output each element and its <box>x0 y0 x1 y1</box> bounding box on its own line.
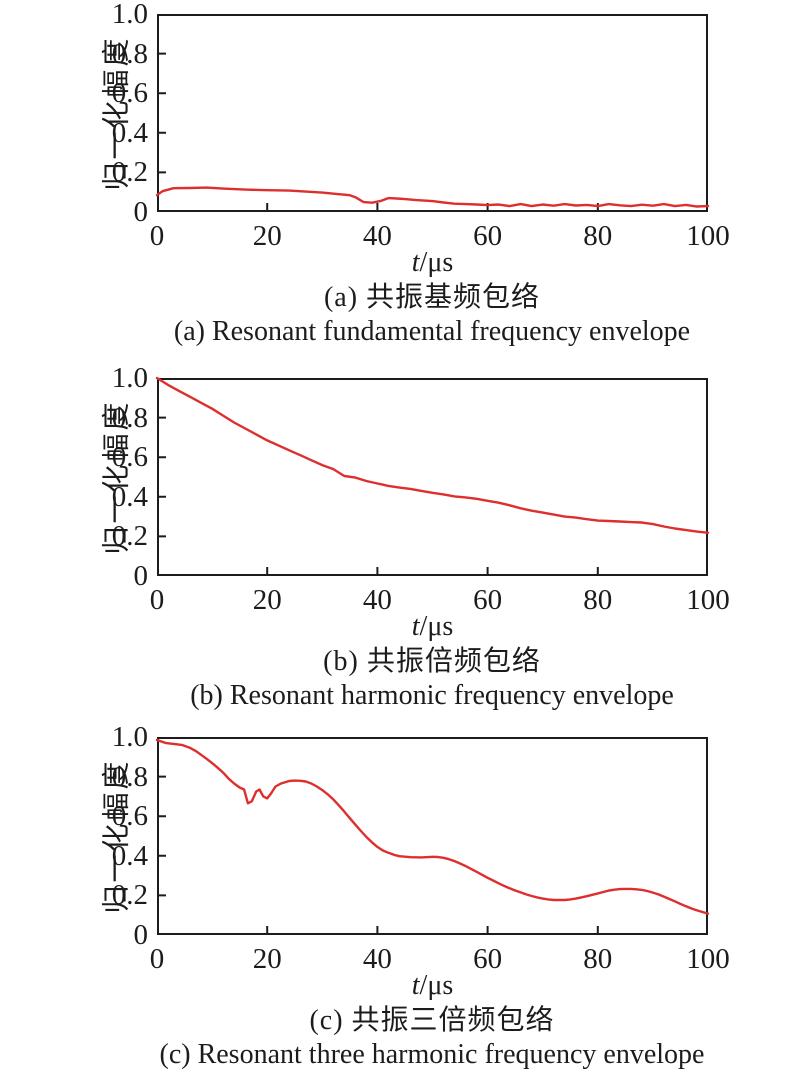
plot-area <box>155 376 710 576</box>
x-tick-label: 100 <box>686 220 730 252</box>
y-tick-label: 1.0 <box>111 362 148 394</box>
x-tick-label: 80 <box>583 584 613 616</box>
caption-english: (b) Resonant harmonic frequency envelope <box>190 680 674 711</box>
x-axis-label: t/μs <box>157 969 708 1003</box>
x-tick-label: 20 <box>252 943 282 975</box>
curve-svg <box>155 376 710 576</box>
y-tick-label: 0 <box>133 196 149 228</box>
y-tick-label: 0.4 <box>111 839 148 872</box>
y-tick-label: 0.2 <box>111 520 148 553</box>
x-axis-label: t/μs <box>157 610 708 644</box>
x-tick-label: 0 <box>149 584 165 616</box>
x-axis-label-variable: t <box>411 247 420 278</box>
envelope-curve <box>155 186 710 208</box>
axes-frame <box>157 378 708 576</box>
y-tick-label: 0.6 <box>111 441 148 474</box>
y-tick-label: 0.8 <box>111 760 148 793</box>
x-axis-label-variable: t <box>411 970 420 1001</box>
x-tick-label: 100 <box>686 943 730 975</box>
y-tick-label: 0 <box>133 560 149 592</box>
x-axis-label-variable: t <box>411 611 420 642</box>
y-tick-label: 0.2 <box>111 879 148 912</box>
caption-chinese: (c) 共振三倍频包络 <box>309 1005 555 1036</box>
caption-english: (a) Resonant fundamental frequency envel… <box>173 316 691 347</box>
y-tick-label: 0.6 <box>111 77 148 110</box>
y-tick-label: 1.0 <box>111 721 148 753</box>
x-tick-label: 80 <box>583 943 613 975</box>
x-axis-label: t/μs <box>157 246 708 280</box>
axis-tick-marks <box>157 775 599 935</box>
caption-english: (c) Resonant three harmonic frequency en… <box>159 1039 705 1070</box>
caption-chinese: (b) 共振倍频包络 <box>323 646 541 677</box>
curve-svg <box>155 14 710 212</box>
x-axis-label-unit: /μs <box>419 970 454 1001</box>
x-tick-label: 80 <box>583 220 613 252</box>
y-tick-label: 1.0 <box>111 0 148 30</box>
x-tick-label: 20 <box>252 584 282 616</box>
x-axis-label-unit: /μs <box>419 247 454 278</box>
y-tick-label: 0 <box>133 919 149 951</box>
axis-tick-marks <box>157 52 599 212</box>
plot-area <box>155 737 710 935</box>
envelope-curve <box>155 376 710 535</box>
x-tick-label: 0 <box>149 220 165 252</box>
x-tick-label: 0 <box>149 943 165 975</box>
x-tick-label: 60 <box>473 584 503 616</box>
y-tick-label: 0.6 <box>111 800 148 833</box>
plot-area <box>155 14 710 212</box>
y-tick-label: 0.4 <box>111 480 148 513</box>
y-tick-label: 0.4 <box>111 116 148 149</box>
x-tick-label: 40 <box>362 220 392 252</box>
chart-a: 归一化幅度 1.0 0.8 0.6 0.4 0.2 0 0 20 40 60 80 100 t/μs… <box>0 0 800 364</box>
chart-c: 归一化幅度 1.0 0.8 0.6 0.4 0.2 0 0 20 40 60 80 100 t/μs… <box>0 721 800 1087</box>
y-tick-label: 0.2 <box>111 156 148 189</box>
envelope-curve <box>155 738 710 915</box>
axis-tick-marks <box>157 416 599 576</box>
chart-b: 归一化幅度 1.0 0.8 0.6 0.4 0.2 0 0 20 40 60 80 100 t/μs… <box>0 362 800 728</box>
caption-chinese: (a) 共振基频包络 <box>323 282 541 313</box>
y-tick-label: 0.8 <box>111 37 148 70</box>
x-tick-label: 40 <box>362 584 392 616</box>
x-axis-label-unit: /μs <box>419 611 454 642</box>
y-tick-label: 0.8 <box>111 401 148 434</box>
axes-frame <box>157 737 708 935</box>
x-tick-label: 20 <box>252 220 282 252</box>
curve-svg <box>155 737 710 935</box>
x-tick-label: 40 <box>362 943 392 975</box>
x-tick-label: 60 <box>473 220 503 252</box>
axes-frame <box>157 14 708 212</box>
x-tick-label: 100 <box>686 584 730 616</box>
x-tick-label: 60 <box>473 943 503 975</box>
